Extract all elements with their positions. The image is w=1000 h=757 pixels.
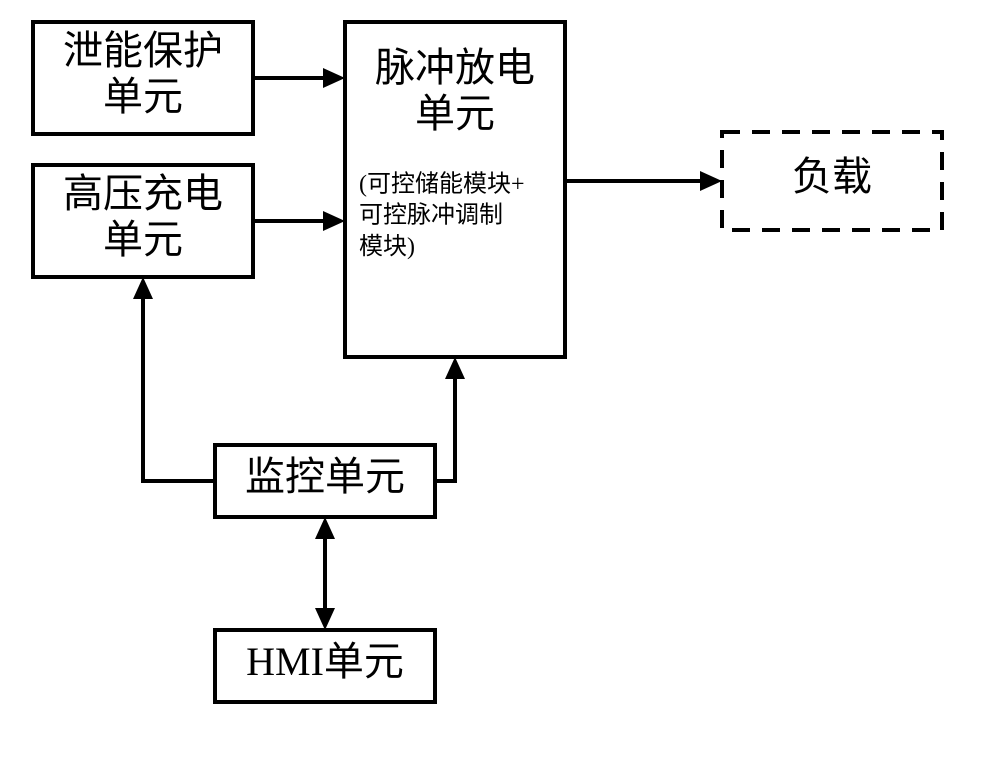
load: 负载 [722,132,942,230]
pulse_discharge-label: 单元 [415,91,495,136]
pulse_discharge: 脉冲放电单元 (可控储能模块+ 可控脉冲调制模块) [345,22,565,357]
monitor_to_hv [143,290,215,481]
hv_charge-label: 单元 [103,217,183,262]
block-diagram: 泄能保护单元高压充电单元脉冲放电单元(可控储能模块+可控脉冲调制模块)负载监控单… [0,0,1000,757]
monitor-label: 监控单元 [245,454,405,499]
hmi: HMI单元 [215,630,435,702]
discharge_protect-label: 泄能保护 [63,28,223,73]
pulse_discharge-label: 脉冲放电 [375,45,535,90]
discharge_protect: 泄能保护单元 [33,22,253,134]
pulse_discharge-sublabel: 可控脉冲调制 [359,202,503,229]
pulse_discharge-sublabel: 模块) [359,233,415,260]
pulse_discharge-sublabel: (可控储能模块+ [359,171,525,198]
hv_charge: 高压充电单元 [33,165,253,277]
monitor: 监控单元 [215,445,435,517]
discharge_protect-label: 单元 [103,74,183,119]
monitor_to_pulse [435,370,455,481]
load-label: 负载 [792,154,872,199]
hmi-label: HMI单元 [246,639,404,684]
hv_charge-label: 高压充电 [63,171,223,216]
